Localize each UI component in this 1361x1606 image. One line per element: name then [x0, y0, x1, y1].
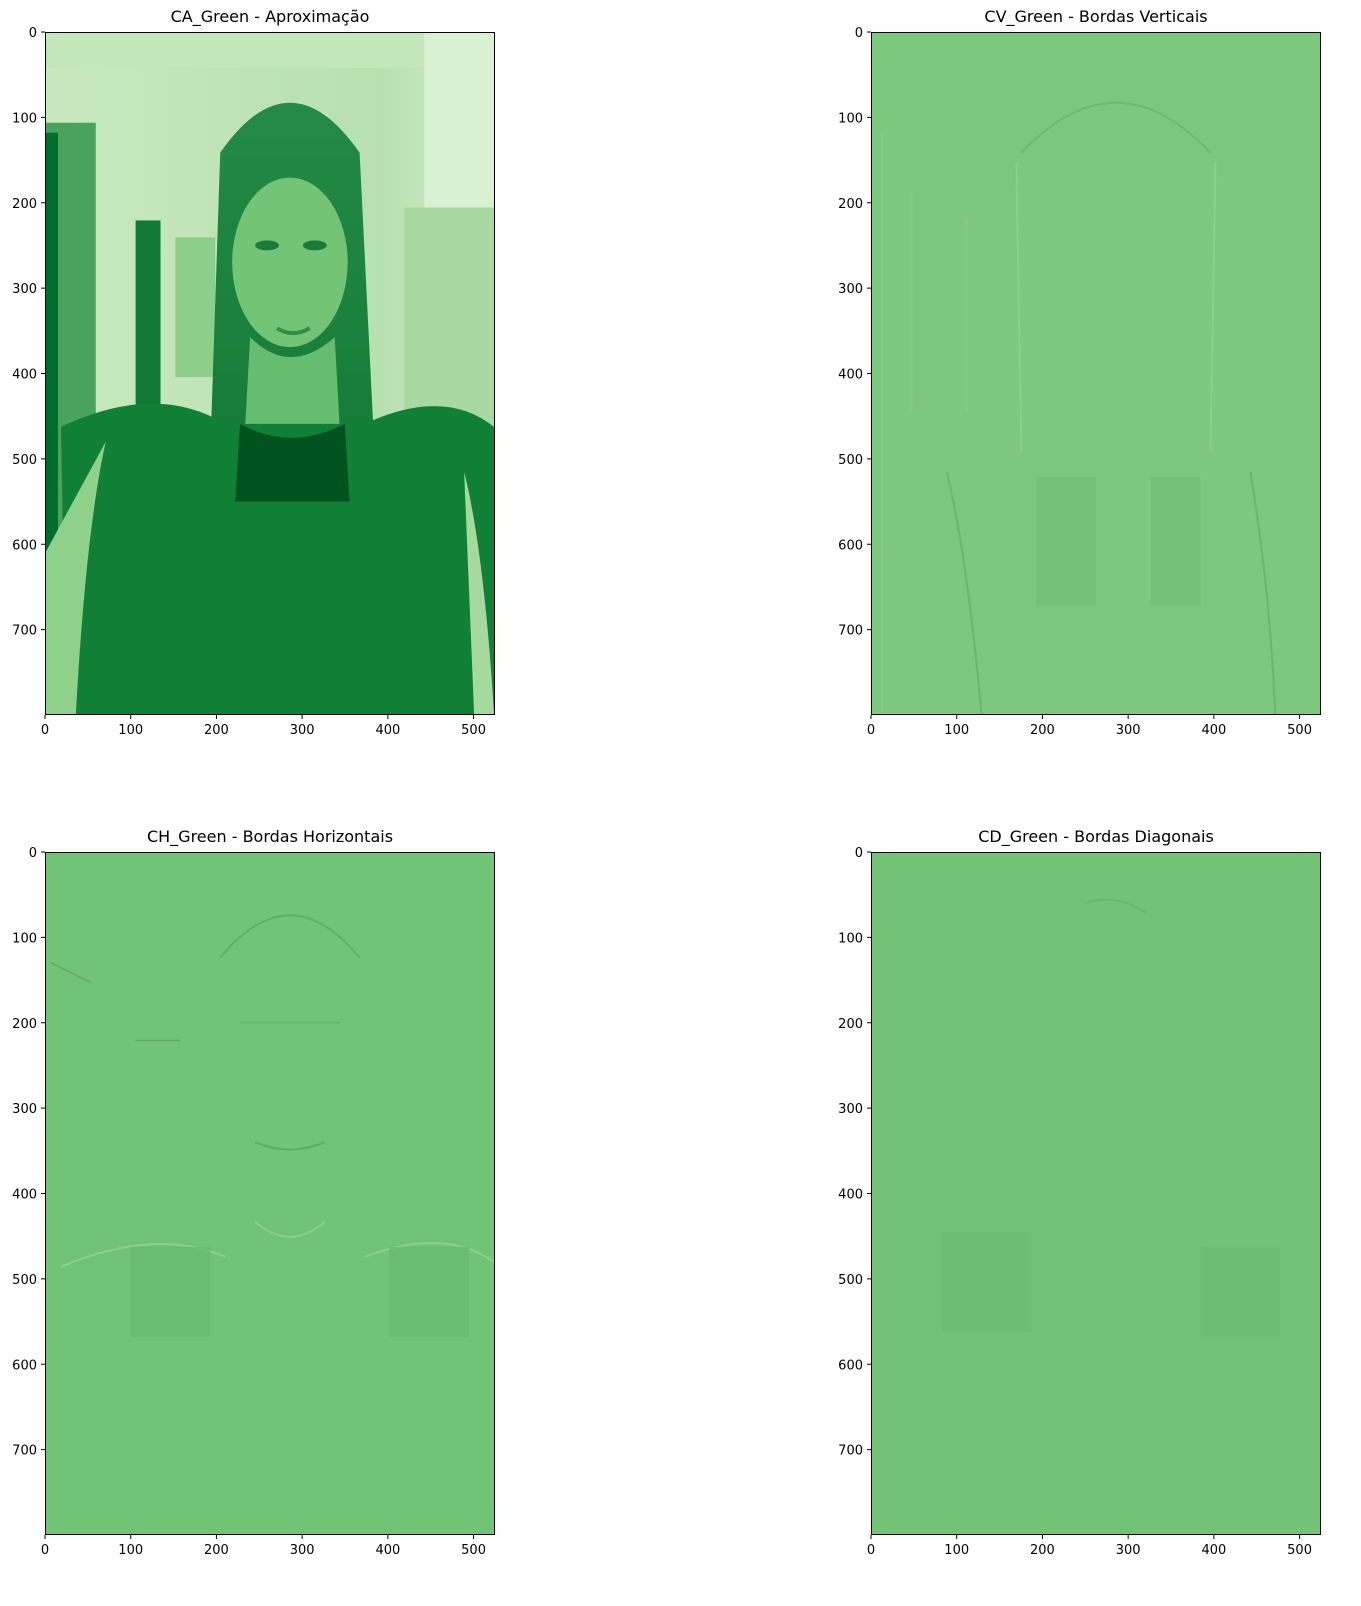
x-tick-label: 500 — [461, 1543, 486, 1558]
subplot-title: CA_Green - Aproximação — [170, 7, 370, 26]
x-tick-label: 300 — [290, 723, 315, 738]
x-tick-label: 100 — [944, 723, 969, 738]
y-tick-label: 100 — [838, 931, 863, 946]
x-tick-label: 500 — [461, 723, 486, 738]
y-tick-label: 100 — [838, 111, 863, 126]
x-tick-label: 500 — [1287, 1543, 1312, 1558]
x-tick-label: 200 — [204, 723, 229, 738]
x-tick-label: 400 — [375, 1543, 400, 1558]
y-tick-label: 500 — [12, 1273, 37, 1288]
diagonal-edge-image — [872, 853, 1320, 1534]
y-tick-label: 200 — [12, 1017, 37, 1032]
subplot-title: CH_Green - Bordas Horizontais — [146, 827, 394, 846]
y-tick-label: 400 — [838, 1188, 863, 1203]
x-tick-label: 0 — [41, 1543, 49, 1558]
x-tick-label: 300 — [1116, 1543, 1141, 1558]
y-tick-label: 0 — [29, 846, 37, 861]
image-axes — [45, 32, 495, 715]
x-tick-label: 100 — [118, 723, 143, 738]
x-tick-label: 400 — [1201, 723, 1226, 738]
y-tick-label: 200 — [12, 197, 37, 212]
y-tick-label: 600 — [838, 538, 863, 553]
y-tick-label: 400 — [838, 368, 863, 383]
y-tick-label: 600 — [12, 538, 37, 553]
image-axes — [45, 852, 495, 1535]
image-axes — [871, 32, 1321, 715]
x-tick-label: 0 — [867, 723, 875, 738]
y-tick-label: 700 — [838, 624, 863, 639]
y-tick-label: 400 — [12, 1188, 37, 1203]
y-tick-label: 700 — [12, 1444, 37, 1459]
x-tick-label: 200 — [1030, 1543, 1055, 1558]
y-tick-label: 300 — [838, 1102, 863, 1117]
image-axes — [871, 852, 1321, 1535]
horizontal-edge-image — [46, 853, 494, 1534]
y-tick-label: 100 — [12, 931, 37, 946]
x-tick-label: 0 — [41, 723, 49, 738]
vertical-edge-image — [872, 33, 1320, 714]
x-tick-label: 500 — [1287, 723, 1312, 738]
y-tick-label: 0 — [855, 846, 863, 861]
y-tick-label: 200 — [838, 197, 863, 212]
x-tick-label: 400 — [375, 723, 400, 738]
x-tick-label: 300 — [1116, 723, 1141, 738]
x-tick-label: 200 — [204, 1543, 229, 1558]
y-tick-label: 700 — [838, 1444, 863, 1459]
subplot-title: CV_Green - Bordas Verticais — [984, 7, 1208, 26]
x-tick-label: 400 — [1201, 1543, 1226, 1558]
y-tick-label: 600 — [12, 1358, 37, 1373]
y-tick-label: 200 — [838, 1017, 863, 1032]
y-tick-label: 0 — [29, 26, 37, 41]
x-tick-label: 100 — [118, 1543, 143, 1558]
y-tick-label: 300 — [12, 1102, 37, 1117]
x-tick-label: 100 — [944, 1543, 969, 1558]
y-tick-label: 100 — [12, 111, 37, 126]
subplot-title: CD_Green - Bordas Diagonais — [978, 827, 1214, 846]
y-tick-label: 500 — [12, 453, 37, 468]
y-tick-label: 400 — [12, 368, 37, 383]
x-tick-label: 0 — [867, 1543, 875, 1558]
y-tick-label: 500 — [838, 453, 863, 468]
y-tick-label: 0 — [855, 26, 863, 41]
approximation-image — [46, 33, 494, 714]
y-tick-label: 700 — [12, 624, 37, 639]
y-tick-label: 300 — [838, 282, 863, 297]
y-tick-label: 500 — [838, 1273, 863, 1288]
y-tick-label: 600 — [838, 1358, 863, 1373]
x-tick-label: 200 — [1030, 723, 1055, 738]
x-tick-label: 300 — [290, 1543, 315, 1558]
y-tick-label: 300 — [12, 282, 37, 297]
